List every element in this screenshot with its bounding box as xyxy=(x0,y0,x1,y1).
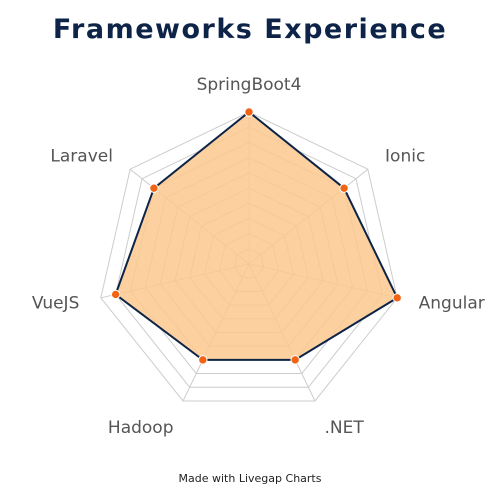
grid-ring xyxy=(115,126,383,388)
radar-axis-labels: SpringBoot4 Ionic Angular .NET Hadoop VueJS La… xyxy=(32,75,485,438)
series-area xyxy=(114,110,399,361)
axis-label: Angular xyxy=(419,294,485,314)
axis-label: .NET xyxy=(324,418,364,438)
data-point xyxy=(244,107,254,117)
data-point xyxy=(149,183,159,193)
grid-ring xyxy=(100,111,398,402)
data-point xyxy=(290,355,300,365)
axis-label: Laravel xyxy=(50,147,113,167)
data-point xyxy=(392,293,402,303)
chart-title: Frameworks Experience xyxy=(52,14,448,45)
data-point xyxy=(110,289,121,300)
axis-label: VueJS xyxy=(32,294,80,314)
data-point xyxy=(198,355,208,365)
footer-credit: Made with Livegap Charts xyxy=(178,472,322,485)
data-point xyxy=(339,183,349,193)
radar-series xyxy=(114,110,399,361)
axis-label: Hadoop xyxy=(108,418,174,438)
radar-points xyxy=(110,107,402,365)
axis-label: Ionic xyxy=(385,147,425,167)
axis-label: SpringBoot4 xyxy=(197,75,302,95)
